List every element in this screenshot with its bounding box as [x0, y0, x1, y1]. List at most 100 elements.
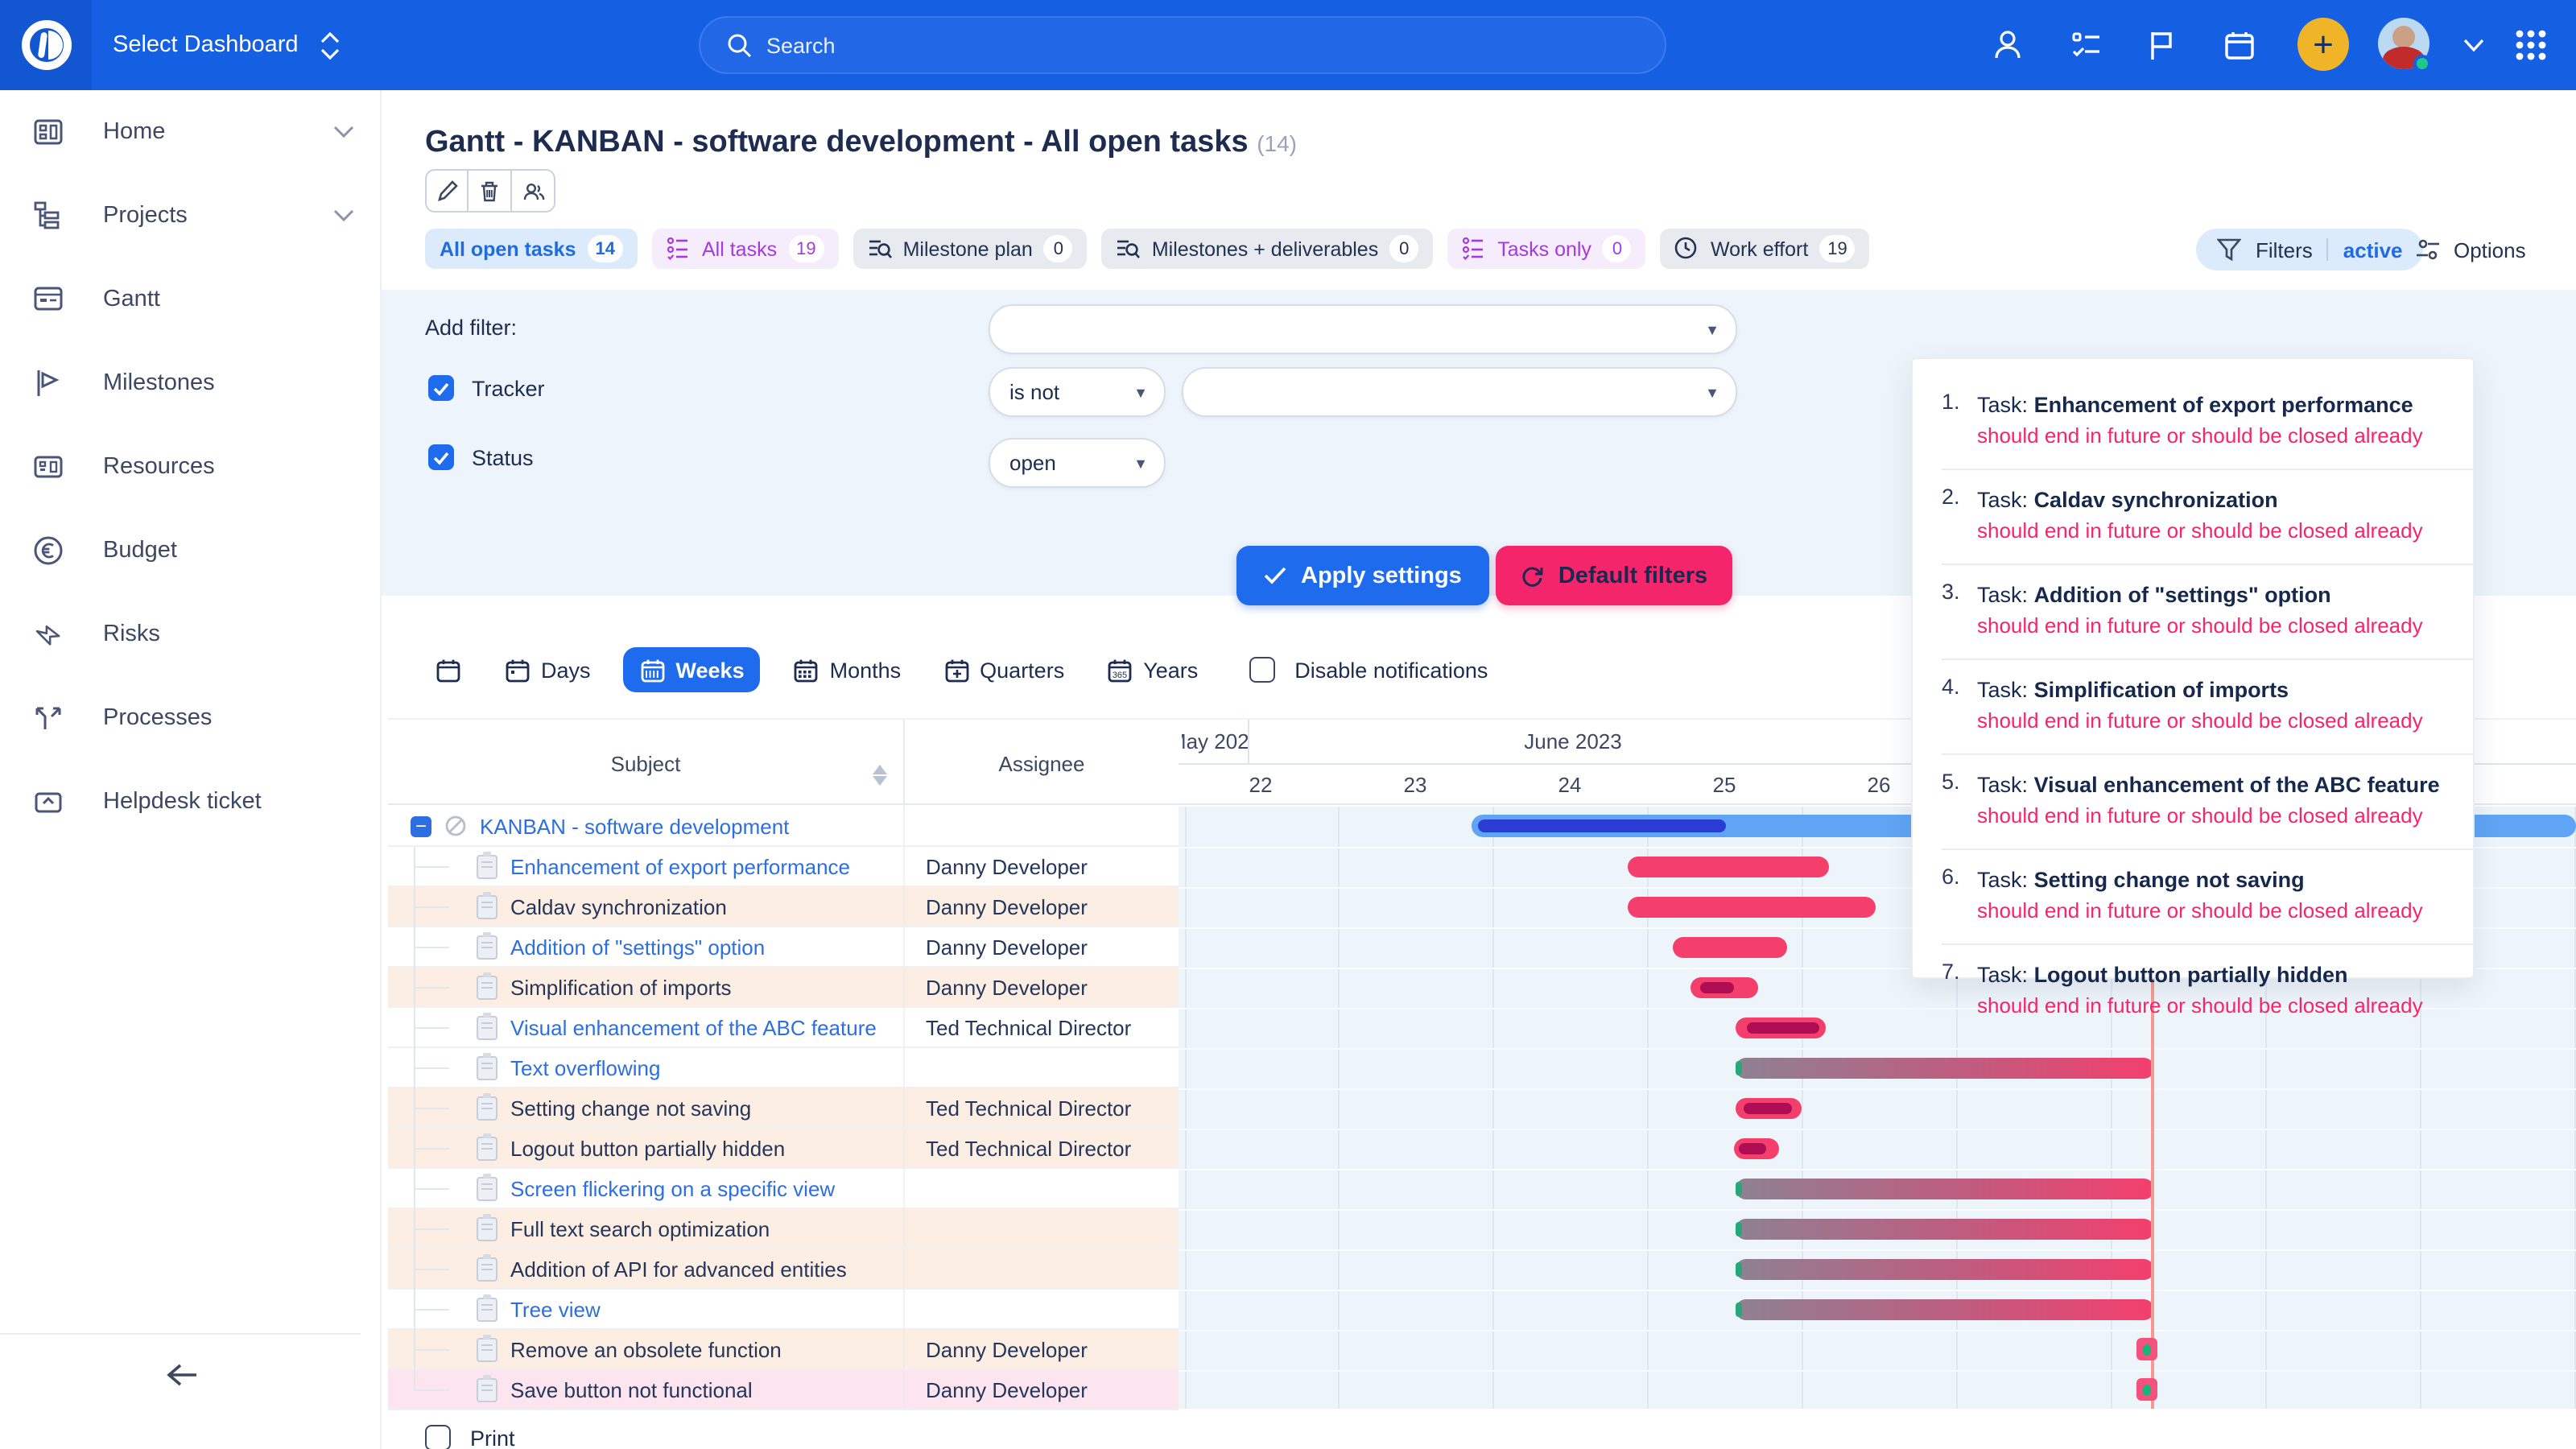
task-link[interactable]: Screen flickering on a specific view [510, 1176, 836, 1200]
zoom-days-button[interactable]: Days [494, 647, 601, 692]
week-number[interactable]: 23 [1403, 773, 1427, 797]
add-filter-select[interactable]: ▼ [989, 304, 1737, 354]
gantt-bar[interactable] [1736, 1058, 2154, 1079]
tab-work-effort[interactable]: Work effort 19 [1660, 229, 1870, 269]
delete-trash-button[interactable] [469, 169, 512, 213]
gantt-bar[interactable] [1736, 1179, 2154, 1199]
warning-item[interactable]: 4. Task: Simplification of imports should … [1913, 667, 2473, 747]
tracker-value-select[interactable]: ▼ [1182, 367, 1737, 417]
task-link[interactable]: Addition of "settings" option [510, 935, 766, 959]
collapse-minus-button[interactable]: − [411, 815, 431, 836]
warning-item[interactable]: 3. Task: Addition of "settings" option sho… [1913, 572, 2473, 652]
print-checkbox[interactable] [425, 1425, 451, 1449]
table-row[interactable]: Visual enhancement of the ABC feature Ted… [388, 1008, 1179, 1048]
status-value-select[interactable]: open ▼ [989, 438, 1166, 488]
table-row[interactable]: Enhancement of export performance Danny D… [388, 847, 1179, 887]
tracker-checkbox[interactable] [428, 375, 454, 401]
search-input[interactable] [766, 33, 1571, 57]
task-link[interactable]: Enhancement of export performance [510, 854, 851, 878]
table-row[interactable]: Save button not functional Danny Develope… [388, 1370, 1179, 1410]
flag-icon[interactable] [2140, 23, 2185, 68]
table-row[interactable]: Remove an obsolete function Danny Develop… [388, 1330, 1179, 1370]
bottom-options: Print [425, 1425, 515, 1449]
table-row[interactable]: Setting change not saving Ted Technical D… [388, 1088, 1179, 1129]
table-row[interactable]: Text overflowing [388, 1048, 1179, 1088]
sidebar-item-processes[interactable]: Processes [0, 676, 380, 760]
status-checkbox[interactable] [428, 444, 454, 470]
table-row[interactable]: Caldav synchronization Danny Developer [388, 887, 1179, 927]
week-number[interactable]: 22 [1249, 773, 1273, 797]
dashboard-selector[interactable]: Select Dashboard [113, 0, 341, 90]
sidebar-item-resources[interactable]: Resources [0, 425, 380, 509]
assignee-column-header[interactable]: Assignee [903, 720, 1179, 807]
tab-count-badge: 19 [1819, 235, 1856, 262]
task-link[interactable]: Tree view [510, 1297, 601, 1321]
app-logo[interactable] [0, 0, 92, 90]
warning-item[interactable]: 5. Task: Visual enhancement of the ABC fe… [1913, 762, 2473, 842]
table-row[interactable]: Addition of "settings" option Danny Devel… [388, 927, 1179, 968]
filters-toggle[interactable]: Filters active [2196, 229, 2424, 270]
task-link[interactable]: Text overflowing [510, 1055, 661, 1080]
default-filters-button[interactable]: Default filters [1495, 546, 1732, 605]
table-row[interactable]: Simplification of imports Danny Developer [388, 968, 1179, 1008]
week-number[interactable]: 26 [1867, 773, 1891, 797]
tab-milestones-deliverables[interactable]: Milestones + deliverables 0 [1101, 229, 1434, 269]
sidebar-item-helpdesk-ticket[interactable]: Helpdesk ticket [0, 760, 380, 844]
subject-column-header[interactable]: Subject [388, 720, 903, 807]
calendar-plain-icon[interactable] [425, 647, 472, 692]
project-link[interactable]: KANBAN - software development [480, 814, 790, 838]
sidebar-item-risks[interactable]: Risks [0, 592, 380, 676]
warning-item[interactable]: 2. Task: Caldav synchronization should end… [1913, 477, 2473, 557]
gantt-bar[interactable] [1628, 857, 1829, 877]
table-row[interactable]: Full text search optimization [388, 1209, 1179, 1249]
apply-settings-button[interactable]: Apply settings [1236, 546, 1489, 605]
week-number[interactable]: 25 [1712, 773, 1736, 797]
zoom-years-button[interactable]: 365 Years [1096, 647, 1208, 692]
tab-tasks-only[interactable]: Tasks only 0 [1447, 229, 1646, 269]
table-row[interactable]: − KANBAN - software development [388, 807, 1179, 847]
zoom-label: Days [541, 658, 591, 682]
table-row[interactable]: Logout button partially hidden Ted Techni… [388, 1129, 1179, 1169]
gantt-bar[interactable] [1673, 937, 1787, 958]
gantt-bar[interactable] [1736, 1259, 2154, 1280]
warning-item[interactable]: 7. Task: Logout button partially hidden sh… [1913, 952, 2473, 1032]
gantt-bar[interactable] [1736, 1219, 2154, 1240]
sort-icon[interactable] [873, 765, 887, 786]
sidebar-item-gantt[interactable]: Gantt [0, 258, 380, 341]
user-icon[interactable] [1985, 23, 2030, 68]
tab-all-open-tasks[interactable]: All open tasks 14 [425, 229, 638, 269]
user-avatar[interactable] [2378, 18, 2429, 69]
sidebar-item-milestones[interactable]: Milestones [0, 341, 380, 425]
apps-grid-icon[interactable] [2508, 23, 2553, 68]
sidebar-item-budget[interactable]: Budget [0, 509, 380, 592]
gantt-milestone-bar[interactable] [2136, 1338, 2157, 1360]
sidebar-item-projects[interactable]: Projects [0, 174, 380, 258]
zoom-weeks-button[interactable]: Weeks [622, 647, 761, 692]
gantt-milestone-bar[interactable] [2136, 1378, 2157, 1401]
warning-item[interactable]: 6. Task: Setting change not saving should … [1913, 857, 2473, 937]
edit-pencil-button[interactable] [425, 169, 469, 213]
table-row[interactable]: Screen flickering on a specific view [388, 1169, 1179, 1209]
tab-milestone-plan[interactable]: Milestone plan 0 [852, 229, 1088, 269]
global-search[interactable] [699, 16, 1666, 74]
table-row[interactable]: Addition of API for advanced entities [388, 1249, 1179, 1290]
chevron-down-icon[interactable] [2450, 23, 2496, 68]
gantt-bar[interactable] [1628, 897, 1876, 918]
create-new-button[interactable]: + [2297, 18, 2349, 71]
users-button[interactable] [512, 169, 555, 213]
zoom-quarters-button[interactable]: Quarters [933, 647, 1074, 692]
warning-item[interactable]: 1. Task: Enhancement of export performanc… [1913, 382, 2473, 462]
zoom-months-button[interactable]: Months [783, 647, 911, 692]
options-button[interactable]: Options [2415, 229, 2526, 270]
tab-all-tasks[interactable]: All tasks 19 [652, 229, 839, 269]
tracker-operator-select[interactable]: is not ▼ [989, 367, 1166, 417]
tasks-checklist-icon[interactable] [2064, 23, 2109, 68]
task-link[interactable]: Visual enhancement of the ABC feature [510, 1015, 877, 1039]
table-row[interactable]: Tree view [388, 1290, 1179, 1330]
disable-notifications-checkbox[interactable] [1249, 657, 1276, 683]
week-number[interactable]: 24 [1558, 773, 1582, 797]
sidebar-collapse-icon[interactable] [161, 1359, 203, 1399]
gantt-bar[interactable] [1736, 1299, 2154, 1320]
calendar-icon[interactable] [2217, 23, 2262, 68]
sidebar-item-home[interactable]: Home [0, 90, 380, 174]
